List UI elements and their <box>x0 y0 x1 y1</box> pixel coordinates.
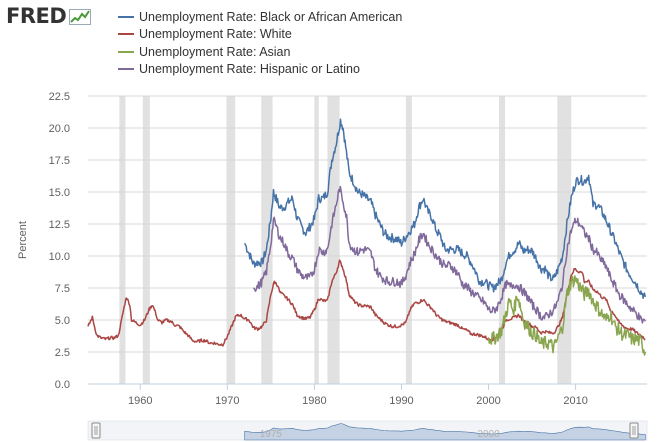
legend-label-black: Unemployment Rate: Black or African Amer… <box>139 9 403 24</box>
series-line-asian <box>487 275 647 356</box>
y-tick-label: 0.0 <box>55 379 70 391</box>
recession-band <box>498 96 506 384</box>
legend-item-asian[interactable]: Unemployment Rate: Asian <box>118 43 402 61</box>
line-chart-icon <box>69 9 92 25</box>
recession-band <box>119 96 126 384</box>
series-line-white <box>87 259 646 347</box>
series-line-black <box>244 118 647 299</box>
y-tick-label: 15.0 <box>49 187 70 199</box>
recession-band <box>226 96 236 384</box>
legend-item-hispanic[interactable]: Unemployment Rate: Hispanic or Latino <box>118 61 402 79</box>
y-tick-label: 10.0 <box>49 251 70 263</box>
y-tick-label: 2.5 <box>55 347 70 359</box>
fred-logo[interactable]: FRED <box>6 4 92 28</box>
y-tick-label: 12.5 <box>49 219 70 231</box>
legend-label-white: Unemployment Rate: White <box>139 27 292 42</box>
series-line-hispanic <box>253 185 646 324</box>
navigator-label: 1975 <box>260 429 283 440</box>
y-tick-label: 20.0 <box>49 123 70 135</box>
y-tick-label: 5.0 <box>55 315 70 327</box>
x-tick-label: 1990 <box>389 395 413 407</box>
legend-swatch-black <box>118 15 134 18</box>
axes: 0.0 2.5 5.0 7.5 10.0 12.5 15.0 17.5 20.0 22.5 1960… <box>49 91 647 407</box>
navigator-series-area <box>244 423 646 441</box>
recession-band <box>142 96 150 384</box>
legend-label-asian: Unemployment Rate: Asian <box>139 44 291 59</box>
legend-swatch-asian <box>118 50 134 53</box>
legend-swatch-white <box>118 33 134 36</box>
recession-bands <box>119 96 572 384</box>
legend-item-black[interactable]: Unemployment Rate: Black or African Amer… <box>118 8 402 26</box>
y-tick-label: 22.5 <box>49 91 70 103</box>
legend-swatch-hispanic <box>118 68 134 71</box>
logo-text: FRED <box>6 4 67 28</box>
x-tick-label: 1980 <box>302 395 326 407</box>
x-tick-label: 2010 <box>563 395 587 407</box>
recession-band <box>261 96 273 384</box>
gridlines <box>88 95 647 385</box>
y-axis-label: Percent <box>17 221 29 259</box>
recession-band <box>405 96 412 384</box>
legend-item-white[interactable]: Unemployment Rate: White <box>118 26 402 44</box>
x-tick-label: 1960 <box>128 395 152 407</box>
y-tick-label: 17.5 <box>49 155 70 167</box>
y-tick-label: 7.5 <box>55 283 70 295</box>
navigator-label: 2000 <box>477 429 500 440</box>
chart-legend: Unemployment Rate: Black or African Amer… <box>118 8 402 78</box>
series-lines <box>87 118 647 356</box>
navigator-handle-right[interactable] <box>629 422 639 439</box>
navigator-handle-left[interactable] <box>91 422 101 439</box>
navigator[interactable]: 1975 2000 <box>87 420 648 441</box>
recession-band <box>314 96 319 384</box>
x-tick-label: 2000 <box>476 395 500 407</box>
legend-label-hispanic: Unemployment Rate: Hispanic or Latino <box>139 62 360 77</box>
x-tick-label: 1970 <box>215 395 239 407</box>
